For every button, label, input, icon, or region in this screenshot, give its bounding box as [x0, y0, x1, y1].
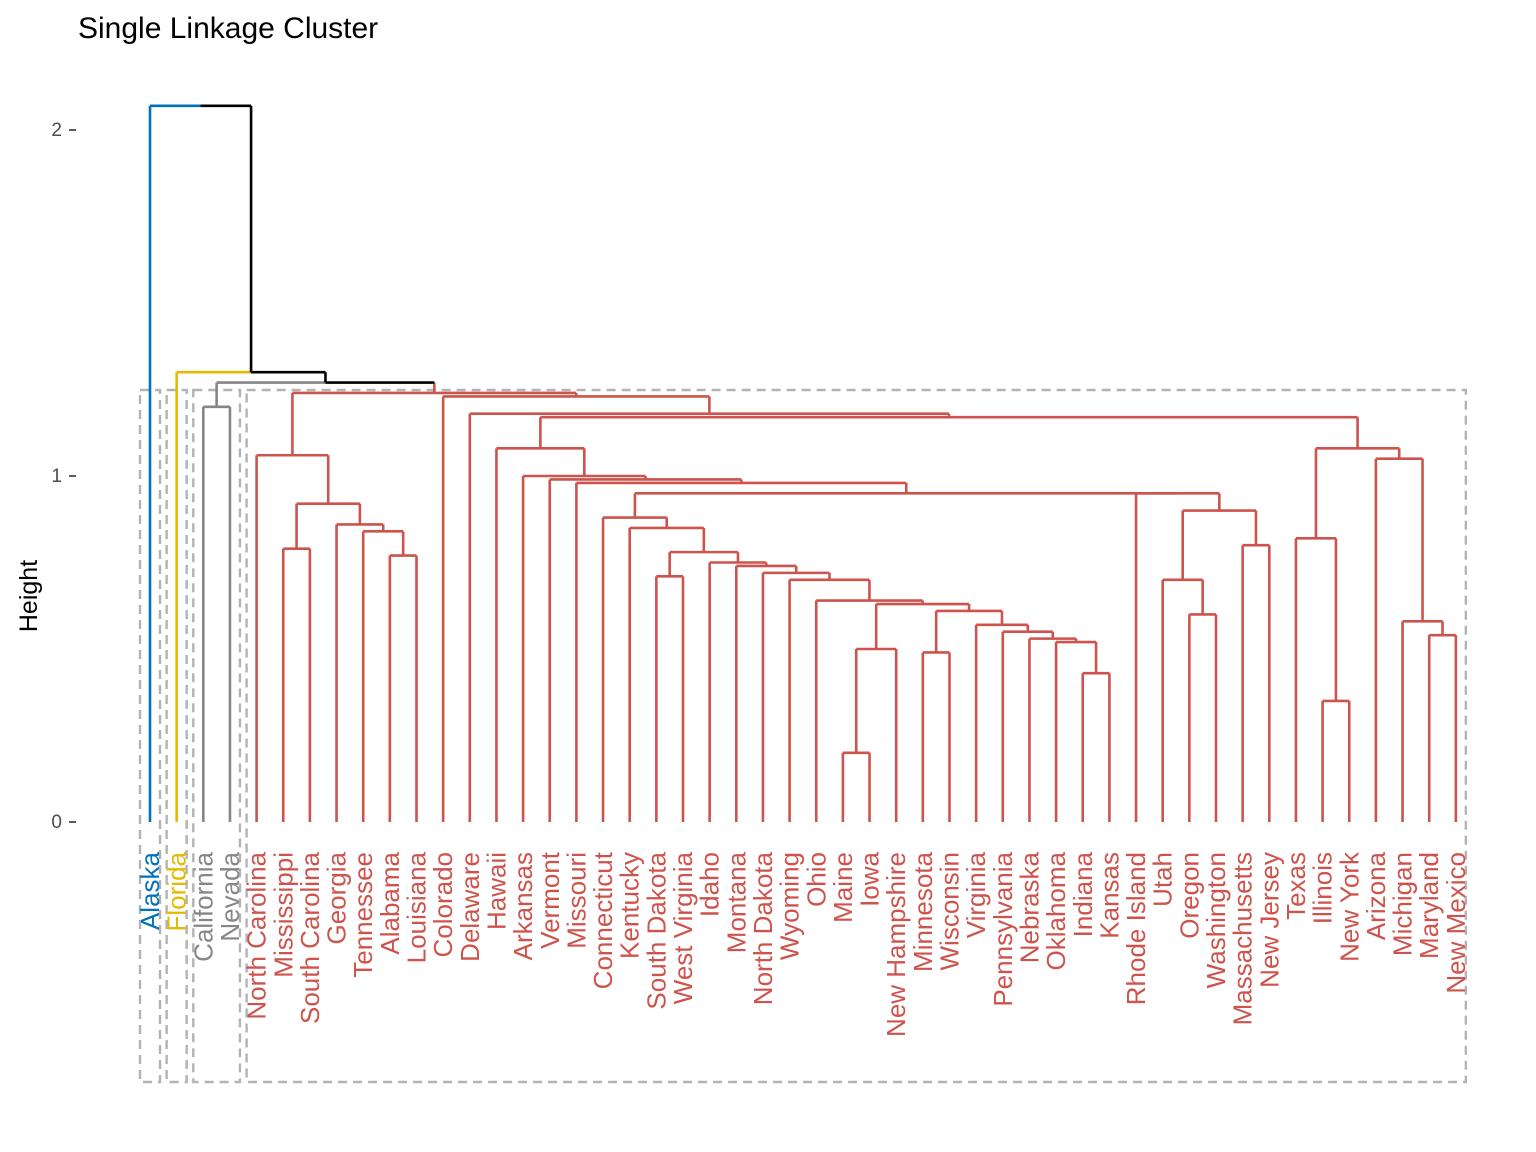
y-tick-label: 2: [51, 120, 62, 141]
leaf-label: Wisconsin: [935, 852, 965, 970]
leaf-label: Nevada: [215, 851, 245, 941]
leaf-label: New Mexico: [1441, 852, 1471, 994]
leaf-label: West Virginia: [668, 851, 698, 1004]
leaf-label: Pennsylvania: [988, 851, 1018, 1006]
leaf-label: Alabama: [375, 851, 405, 954]
leaf-label: Rhode Island: [1121, 852, 1151, 1005]
leaf-label: Oklahoma: [1041, 851, 1071, 970]
leaf-label: Iowa: [855, 851, 885, 906]
leaf-label: Maryland: [1414, 852, 1444, 959]
y-axis-title: Height: [15, 560, 43, 632]
leaf-label: Idaho: [695, 852, 725, 917]
leaf-label: Oregon: [1174, 852, 1204, 939]
leaf-label: Ohio: [801, 852, 831, 907]
leaf-label: Michigan: [1388, 852, 1418, 956]
leaf-label: Maine: [828, 852, 858, 923]
leaf-label: Kentucky: [615, 852, 645, 959]
leaf-label: Arkansas: [508, 852, 538, 960]
leaf-label: Indiana: [1068, 851, 1098, 937]
leaf-label: Washington: [1201, 852, 1231, 988]
leaf-label: North Carolina: [242, 851, 272, 1019]
cluster-box: [138, 388, 162, 1084]
leaf-label: Mississippi: [268, 852, 298, 978]
leaf-label: New York: [1334, 851, 1364, 962]
leaf-label: Hawaii: [481, 852, 511, 930]
leaf-label: California: [188, 851, 218, 961]
cluster-box: [165, 388, 188, 1084]
leaf-label: North Dakota: [748, 851, 778, 1005]
leaf-label: Minnesota: [908, 851, 938, 971]
leaf-label: Texas: [1281, 852, 1311, 920]
leaf-label: Kansas: [1094, 852, 1124, 939]
leaf-label: Vermont: [535, 851, 565, 949]
leaf-label: Florida: [162, 851, 192, 931]
y-tick-label: 0: [51, 812, 62, 833]
leaf-label: Utah: [1148, 852, 1178, 907]
leaf-label: Wyoming: [775, 852, 805, 960]
leaf-label: South Carolina: [295, 851, 325, 1024]
leaf-label: Virginia: [961, 851, 991, 938]
dendrogram-links: [148, 104, 1458, 822]
leaf-label: South Dakota: [641, 851, 671, 1009]
leaf-label: Arizona: [1361, 851, 1391, 940]
leaf-label: Montana: [721, 851, 751, 953]
leaf-label: Tennessee: [348, 852, 378, 978]
y-axis: 0 1 2 Height: [15, 120, 76, 833]
leaf-label: Illinois: [1308, 852, 1338, 924]
y-tick-label: 1: [51, 466, 62, 487]
leaf-label: Alaska: [135, 851, 165, 930]
chart-title: Single Linkage Cluster: [78, 12, 379, 45]
leaf-label: Delaware: [455, 852, 485, 962]
leaf-label: New Jersey: [1254, 852, 1284, 988]
leaf-label: Nebraska: [1014, 851, 1044, 963]
cluster-box: [192, 388, 242, 1084]
leaf-label: Louisiana: [402, 851, 432, 963]
leaf-label: Georgia: [322, 851, 352, 944]
cluster-box: [245, 388, 1468, 1084]
leaf-label: New Hampshire: [881, 852, 911, 1037]
leaf-label: Missouri: [561, 852, 591, 949]
leaf-label: Massachusetts: [1228, 852, 1258, 1025]
leaf-label: Colorado: [428, 852, 458, 958]
leaf-label: Connecticut: [588, 851, 618, 989]
